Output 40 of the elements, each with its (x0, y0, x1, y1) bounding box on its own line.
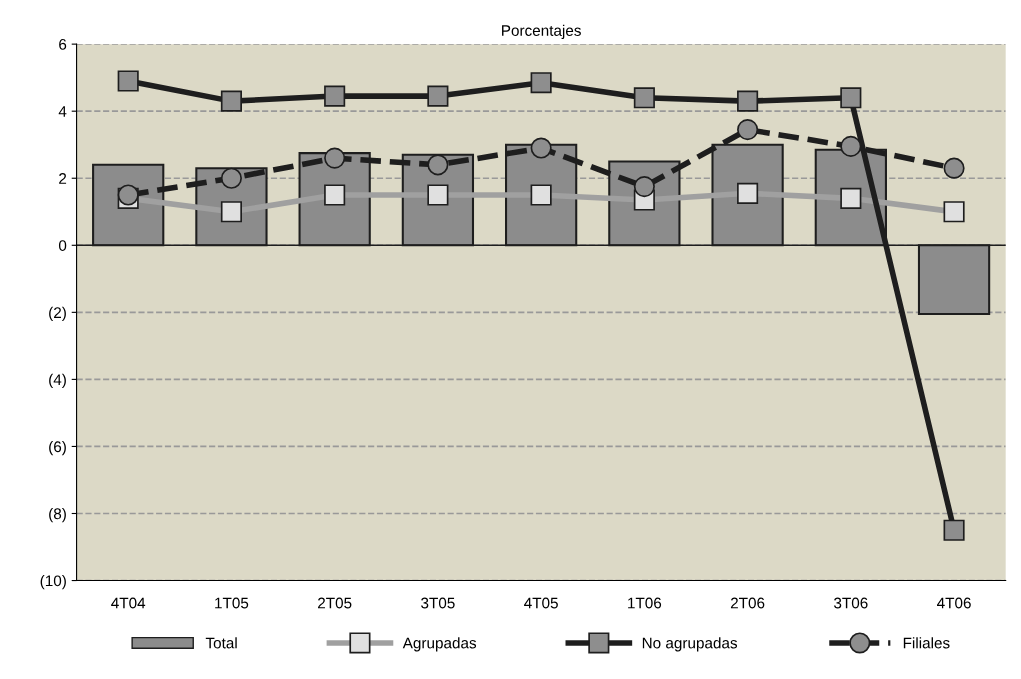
legend-label: Filiales (903, 637, 950, 649)
point (737, 119, 759, 141)
point (220, 167, 242, 189)
x-tick-label: 1T05 (215, 597, 249, 609)
y-tick-label: (10) (40, 575, 66, 590)
x-tick-label: 3T05 (421, 597, 455, 609)
x-tick-label: 1T06 (628, 597, 662, 609)
legend-label: Total (205, 637, 237, 649)
y-tick-label: 6 (59, 39, 67, 50)
point (530, 72, 552, 94)
x-tick-label: 2T06 (730, 597, 765, 609)
point (324, 147, 346, 169)
y-tick-label: (8) (49, 507, 66, 523)
y-tick-label: 4 (58, 106, 67, 117)
point (427, 85, 449, 107)
point (633, 176, 655, 198)
chart-title: Porcentajes (502, 24, 581, 39)
point (324, 85, 346, 107)
point (220, 90, 242, 112)
x-tick-label: 4T05 (524, 597, 558, 609)
y-tick-label: (6) (49, 440, 66, 456)
y-tick-label: 2 (59, 173, 67, 184)
x-tick-label: 3T06 (834, 597, 868, 609)
y-tick-label: (4) (49, 373, 66, 389)
x-tick-label: 4T06 (937, 597, 971, 609)
y-tick-label: 0 (58, 240, 67, 251)
point (943, 519, 965, 541)
point (117, 70, 139, 92)
point (737, 90, 759, 112)
point (943, 157, 965, 179)
x-tick-label: 2T05 (318, 597, 352, 609)
y-tick-label: (2) (49, 306, 66, 322)
x-tick-label: 4T04 (111, 597, 146, 609)
legend-label: Agrupadas (402, 637, 477, 652)
point (633, 87, 655, 109)
point (427, 154, 449, 176)
point (840, 135, 862, 157)
legend-label: No agrupadas (642, 637, 738, 652)
point (840, 87, 862, 109)
point (530, 137, 552, 159)
